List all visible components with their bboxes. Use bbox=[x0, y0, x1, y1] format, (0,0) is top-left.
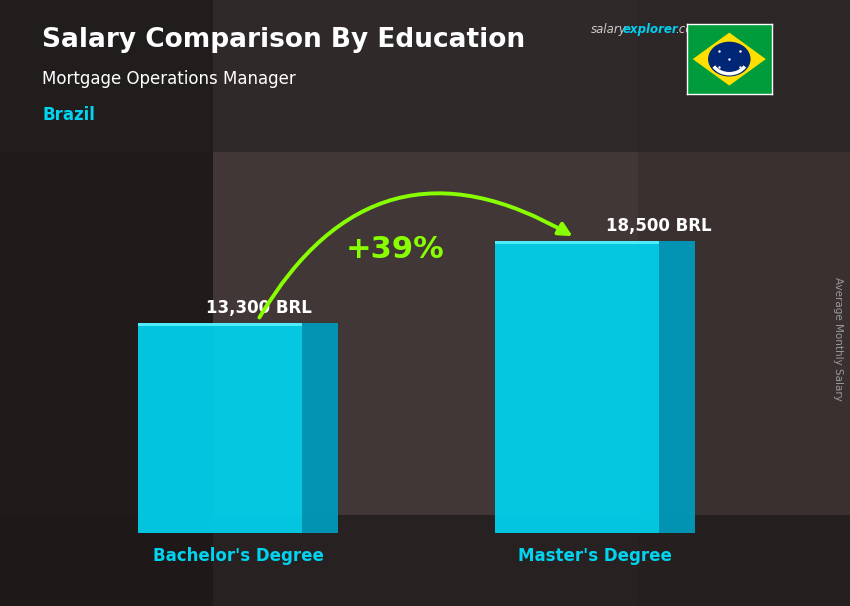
Polygon shape bbox=[693, 33, 766, 85]
Text: explorer: explorer bbox=[623, 23, 678, 36]
Bar bbox=[302, 323, 338, 533]
Bar bbox=[0, 0, 212, 606]
Text: Average Monthly Salary: Average Monthly Salary bbox=[833, 278, 843, 401]
Text: Brazil: Brazil bbox=[42, 106, 95, 124]
Text: 13,300 BRL: 13,300 BRL bbox=[206, 299, 312, 318]
Bar bbox=[138, 323, 302, 533]
Circle shape bbox=[708, 42, 751, 76]
Bar bbox=[495, 241, 659, 533]
Bar bbox=[659, 241, 695, 533]
Bar bbox=[212, 0, 638, 606]
Bar bbox=[0, 515, 850, 606]
Text: Mortgage Operations Manager: Mortgage Operations Manager bbox=[42, 70, 297, 88]
Text: .com: .com bbox=[676, 23, 705, 36]
Text: Salary Comparison By Education: Salary Comparison By Education bbox=[42, 27, 525, 53]
Bar bbox=[638, 0, 850, 606]
Text: +39%: +39% bbox=[346, 236, 445, 264]
Text: 18,500 BRL: 18,500 BRL bbox=[606, 218, 711, 235]
Bar bbox=[138, 323, 302, 325]
Text: salary: salary bbox=[591, 23, 626, 36]
Bar bbox=[0, 0, 850, 152]
Bar bbox=[495, 241, 659, 244]
